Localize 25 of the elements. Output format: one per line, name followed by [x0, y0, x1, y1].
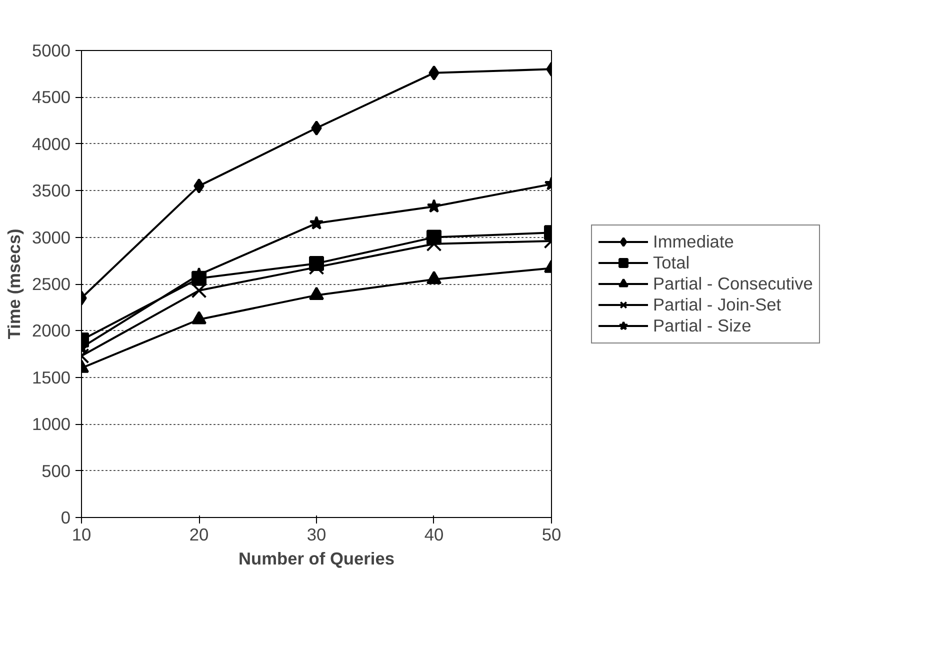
y-tick-label: 3000 [32, 227, 71, 248]
y-tick-label: 500 [42, 460, 71, 481]
y-tick-label: 0 [60, 508, 71, 528]
y-tick-label: 5000 [32, 40, 71, 60]
y-tick-label: 2500 [32, 274, 71, 294]
y-tick-label: 1500 [32, 367, 71, 388]
x-tick-label: 10 [72, 524, 92, 544]
x-tick-label: 30 [306, 524, 326, 544]
y-tick-label: 4000 [32, 134, 71, 154]
point [311, 120, 322, 136]
y-tick-label: 3500 [32, 180, 71, 201]
x-tick-label: 40 [424, 524, 444, 544]
x-tick-label: 50 [542, 524, 562, 544]
y-tick-label: 2000 [32, 320, 71, 341]
y-tick-label: 1000 [32, 414, 71, 434]
legend-label: Partial - Size [653, 315, 752, 336]
x-tick-label: 20 [189, 524, 209, 544]
x-axis-title: Number of Queries [238, 548, 395, 568]
y-axis-title: Time (msecs) [4, 228, 24, 340]
legend-label: Immediate [653, 231, 734, 252]
y-tick-label: 4500 [32, 87, 71, 108]
point [309, 216, 324, 230]
legend-label: Total [653, 252, 690, 273]
legend-label: Partial - Consecutive [653, 273, 813, 294]
legend-label: Partial - Join-Set [653, 294, 782, 315]
